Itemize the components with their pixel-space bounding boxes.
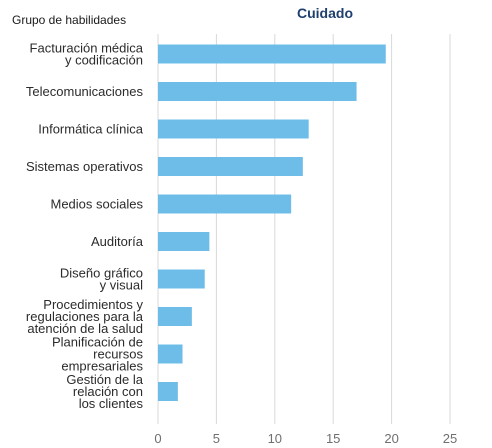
bar <box>158 82 357 101</box>
category-label-line: Sistemas operativos <box>26 159 144 174</box>
category-label: Procedimientos y regulaciones para la aten… <box>26 297 144 336</box>
category-label: Gestión de la relación con los clientes <box>66 372 143 411</box>
bar <box>158 382 178 401</box>
category-label-line: empresariales <box>61 359 143 374</box>
category-label: Informática clínica <box>38 122 144 137</box>
category-label-line: Facturación médica <box>30 41 144 56</box>
category-label-line: Planificación de <box>52 335 143 350</box>
category-label-line: regulaciones para la <box>26 309 144 324</box>
category-label-line: Diseño gráfico <box>60 266 143 281</box>
category-label-line: Auditoría <box>91 234 144 249</box>
x-tick-label: 20 <box>384 431 398 446</box>
x-tick-label: 15 <box>326 431 340 446</box>
category-label-line: recursos <box>93 347 143 362</box>
category-label: Diseño gráfico y visual <box>60 266 143 293</box>
category-label-line: los clientes <box>79 396 144 411</box>
category-label: Sistemas operativos <box>26 159 144 174</box>
x-tick-label: 10 <box>268 431 282 446</box>
category-label-line: Medios sociales <box>51 197 144 212</box>
category-label: Auditoría <box>91 234 144 249</box>
bar <box>158 269 205 289</box>
bars <box>158 44 386 401</box>
category-label-line: atención de la salud <box>27 321 143 336</box>
bar <box>158 307 192 326</box>
category-label-line: Procedimientos y <box>43 297 143 312</box>
bar <box>158 232 210 251</box>
category-label-line: Telecomunicaciones <box>26 84 144 99</box>
bar <box>158 194 292 214</box>
category-labels: Facturación médica y codificación Telecomu… <box>26 41 144 412</box>
category-label: Telecomunicaciones <box>26 84 144 99</box>
category-label-line: y visual <box>100 278 143 293</box>
category-label: Medios sociales <box>51 197 144 212</box>
category-label-line: Informática clínica <box>38 122 144 137</box>
bar <box>158 157 303 176</box>
category-label-line: y codificación <box>65 53 143 68</box>
bar <box>158 44 386 64</box>
x-tick-label: 5 <box>213 431 220 446</box>
category-label: Facturación médica y codificación <box>30 41 144 68</box>
x-tick-label: 0 <box>154 431 161 446</box>
category-label-line: Gestión de la <box>66 372 143 387</box>
bar <box>158 344 183 364</box>
x-tick-label: 25 <box>443 431 457 446</box>
chart-title: Cuidado <box>297 5 353 21</box>
category-label: Planificación de recursos empresariales <box>52 335 144 374</box>
bar <box>158 119 309 139</box>
category-axis-header: Grupo de habilidades <box>12 13 126 27</box>
x-axis-ticks: 0 5 10 15 20 25 <box>154 431 457 446</box>
category-label-line: relación con <box>73 384 143 399</box>
